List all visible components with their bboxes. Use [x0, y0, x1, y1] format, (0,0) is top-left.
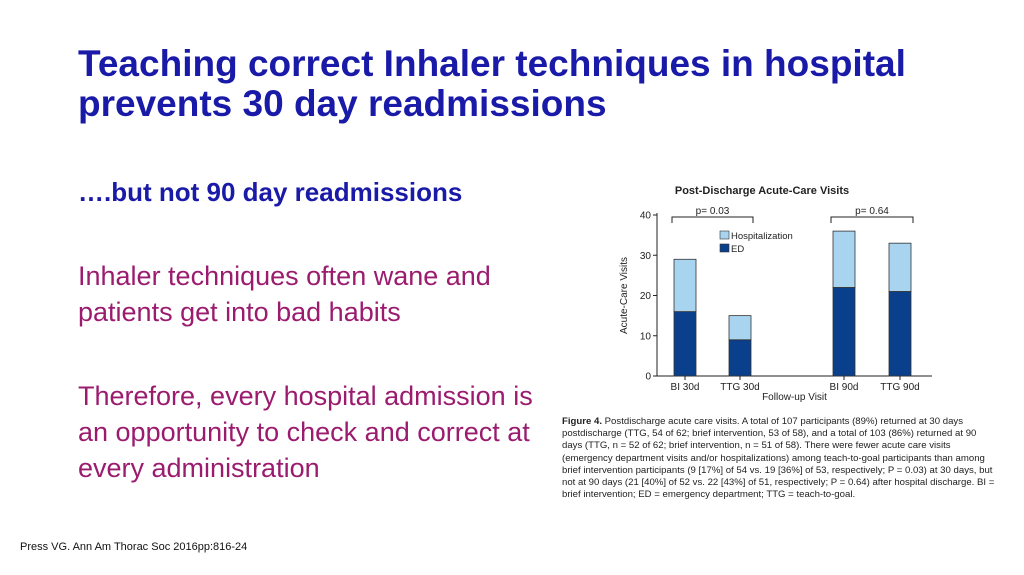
bar-hospitalization-ttg-30d — [728, 315, 752, 341]
chart-title: Post-Discharge Acute-Care Visits — [675, 185, 849, 197]
p-value-label: p= 0.03 — [696, 206, 730, 217]
x-tick-label: TTG 30d — [720, 382, 759, 393]
y-tick-label: 0 — [645, 372, 651, 383]
x-tick-label: TTG 90d — [880, 382, 919, 393]
bar-hospitalization-ttg-90d — [888, 242, 912, 292]
bar-ed-bi-30d — [673, 311, 697, 377]
x-axis-label: Follow-up Visit — [762, 392, 827, 403]
y-tick-label: 20 — [640, 291, 652, 302]
bar-ed-ttg-30d — [728, 339, 752, 377]
bar-ed-bi-90d — [832, 287, 856, 377]
bar-hospitalization-bi-90d — [832, 230, 856, 288]
x-tick-label: BI 90d — [830, 382, 859, 393]
bar-ed-ttg-90d — [888, 291, 912, 377]
figure: Post-Discharge Acute-Care Visits Acute-C… — [562, 180, 1002, 510]
paragraph-inhaler-wane: Inhaler techniques often wane and patien… — [78, 261, 491, 327]
paragraph-opportunity: Therefore, every hospital admission is a… — [78, 381, 533, 483]
legend-swatch-hospitalization — [719, 230, 730, 240]
y-tick-label: 10 — [640, 331, 652, 342]
p-value-label: p= 0.64 — [855, 206, 889, 217]
figure-caption: Figure 4. Postdischarge acute care visit… — [562, 416, 998, 501]
slide-subtitle: ….but not 90 day readmissions — [78, 177, 463, 207]
legend-swatch-ed — [719, 243, 730, 253]
figure-caption-text: Postdischarge acute care visits. A total… — [562, 416, 995, 501]
acute-care-visits-chart: Post-Discharge Acute-Care Visits Acute-C… — [619, 185, 932, 403]
bar-hospitalization-bi-30d — [673, 258, 697, 313]
y-tick-label: 40 — [640, 211, 652, 222]
legend-label-ed: ED — [731, 244, 744, 255]
y-axis-label: Acute-Care Visits — [619, 257, 630, 334]
p-value-bracket — [671, 216, 754, 223]
x-tick-label: BI 30d — [671, 382, 700, 393]
citation: Press VG. Ann Am Thorac Soc 2016pp:816-2… — [20, 541, 248, 553]
plot-area: 0 10 20 30 40 BI 30d TTG 30d BI 90d TTG 90d Hospi… — [640, 206, 932, 393]
slide-title: Teaching correct Inhaler techniques in h… — [78, 43, 906, 124]
legend-label-hospitalization: Hospitalization — [731, 231, 793, 242]
figure-caption-label: Figure 4. — [562, 416, 602, 427]
p-value-bracket — [830, 216, 914, 223]
y-tick-label: 30 — [640, 251, 652, 262]
